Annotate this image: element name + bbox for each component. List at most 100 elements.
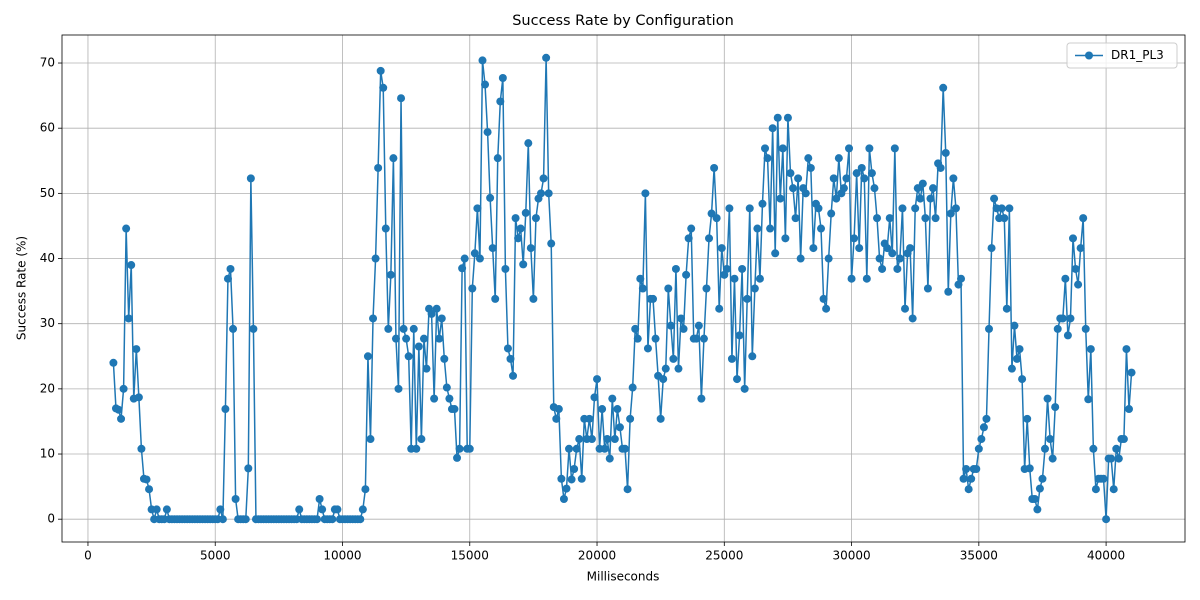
marker — [218, 515, 227, 524]
marker — [898, 204, 907, 213]
marker — [1018, 375, 1027, 384]
marker — [145, 485, 154, 494]
marker — [119, 384, 128, 393]
marker — [911, 204, 920, 213]
marker — [763, 154, 772, 163]
x-axis-label: Milliseconds — [587, 570, 660, 584]
marker — [962, 465, 971, 474]
marker — [722, 264, 731, 273]
marker — [669, 354, 678, 363]
marker — [590, 393, 599, 402]
marker — [771, 249, 780, 258]
marker — [990, 194, 999, 203]
marker — [605, 454, 614, 463]
marker — [895, 254, 904, 263]
marker — [478, 56, 487, 65]
marker — [951, 204, 960, 213]
marker — [727, 354, 736, 363]
marker — [124, 314, 133, 323]
marker — [867, 169, 876, 178]
marker — [794, 174, 803, 183]
legend-label: DR1_PL3 — [1111, 48, 1164, 62]
marker — [402, 334, 411, 343]
marker — [526, 244, 535, 253]
marker — [628, 383, 637, 392]
marker — [997, 204, 1006, 213]
plot-frame — [61, 34, 1186, 543]
marker — [427, 309, 436, 318]
marker — [733, 375, 742, 384]
marker — [542, 53, 551, 62]
marker — [226, 264, 235, 273]
marker — [725, 204, 734, 213]
marker — [516, 224, 525, 233]
marker — [626, 414, 635, 423]
marker — [1046, 435, 1055, 444]
marker — [931, 214, 940, 223]
y-tick-label: 40 — [40, 251, 55, 265]
marker — [842, 174, 851, 183]
marker — [486, 193, 495, 202]
marker — [470, 249, 479, 258]
marker — [908, 314, 917, 323]
marker — [453, 453, 462, 462]
marker — [974, 444, 983, 453]
marker — [679, 324, 688, 333]
marker — [860, 174, 869, 183]
marker — [132, 345, 141, 354]
marker — [1025, 464, 1034, 473]
marker — [781, 234, 790, 243]
marker — [699, 334, 708, 343]
marker — [862, 274, 871, 283]
marker — [649, 294, 658, 303]
marker — [127, 261, 136, 270]
marker — [656, 414, 665, 423]
marker — [547, 239, 556, 248]
marker — [1048, 454, 1057, 463]
marker — [369, 314, 378, 323]
marker — [442, 383, 451, 392]
marker — [381, 224, 390, 233]
marker — [562, 484, 571, 493]
marker — [315, 494, 324, 503]
marker — [855, 244, 864, 253]
marker — [608, 394, 617, 403]
marker — [783, 113, 792, 122]
marker — [366, 435, 375, 444]
marker — [1079, 214, 1088, 223]
marker — [1051, 403, 1060, 412]
marker — [397, 94, 406, 103]
marker — [473, 204, 482, 213]
marker — [379, 83, 388, 92]
marker — [822, 304, 831, 313]
marker — [870, 184, 879, 193]
marker — [511, 214, 520, 223]
marker — [328, 515, 337, 524]
marker — [834, 154, 843, 163]
marker — [1033, 505, 1042, 514]
marker — [554, 405, 563, 414]
x-tick-label: 10000 — [323, 549, 361, 563]
marker — [399, 324, 408, 333]
marker — [918, 179, 927, 188]
marker — [796, 254, 805, 263]
x-tick-label: 15000 — [451, 549, 489, 563]
marker — [313, 515, 322, 524]
marker — [671, 264, 680, 273]
marker — [137, 444, 146, 453]
marker — [445, 394, 454, 403]
x-tick-label: 5000 — [200, 549, 231, 563]
marker — [481, 80, 490, 89]
marker — [694, 321, 703, 330]
marker — [231, 494, 240, 503]
marker — [587, 435, 596, 444]
marker — [361, 485, 370, 494]
y-tick-label: 10 — [40, 447, 55, 461]
legend: DR1_PL3 — [1066, 42, 1178, 69]
marker — [814, 204, 823, 213]
marker — [852, 169, 861, 178]
marker — [544, 189, 553, 198]
marker — [819, 294, 828, 303]
marker — [514, 234, 523, 243]
marker — [674, 364, 683, 373]
